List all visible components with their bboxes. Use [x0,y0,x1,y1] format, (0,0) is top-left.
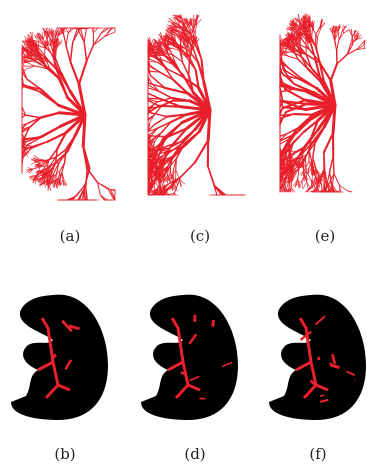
vessel [324,133,333,152]
vessel-tree [148,15,245,195]
vessel [31,161,37,164]
vessel [195,25,196,34]
vessel [63,33,66,45]
vessel [93,36,104,45]
vessel [167,177,168,184]
vessel [40,92,58,105]
vessel [66,33,68,46]
vessel [330,156,334,172]
vessel [159,91,172,98]
vessel [22,115,26,118]
vessel [41,113,59,118]
vessel [334,174,339,185]
figure: (a) (c) (e) (b) (d) (f) [0,0,367,465]
vessel [98,183,111,190]
vessel [32,142,47,148]
vessel [289,178,290,189]
vessel [66,45,70,61]
vessel [26,62,35,66]
vessel [25,66,35,69]
vessel [174,193,175,195]
vessel [155,117,167,125]
vessel [294,114,313,115]
vessel [42,126,61,137]
vessel [303,182,307,189]
vessel [208,166,215,185]
vessel [84,42,86,61]
vessel-tree [22,28,115,200]
vessel [181,163,195,178]
vessel [86,186,87,200]
vessel [148,98,161,99]
vessel [87,45,94,61]
vessel [148,75,149,83]
vessel [100,195,105,200]
vessel [195,140,208,162]
vessel [32,167,40,169]
vessel [176,170,180,179]
vessel [323,181,324,191]
vessel [93,34,100,46]
vessel [26,115,41,118]
vessel [324,152,325,168]
vessel [79,61,87,84]
vessel-trees [22,13,365,200]
vessel [84,29,86,42]
vessel [150,65,159,71]
vessel [66,28,68,33]
vessel-tree [280,13,365,192]
vessel [70,62,79,84]
vessel [189,61,190,75]
vessel [176,158,177,170]
vessel [70,42,72,62]
vessel [182,62,188,75]
